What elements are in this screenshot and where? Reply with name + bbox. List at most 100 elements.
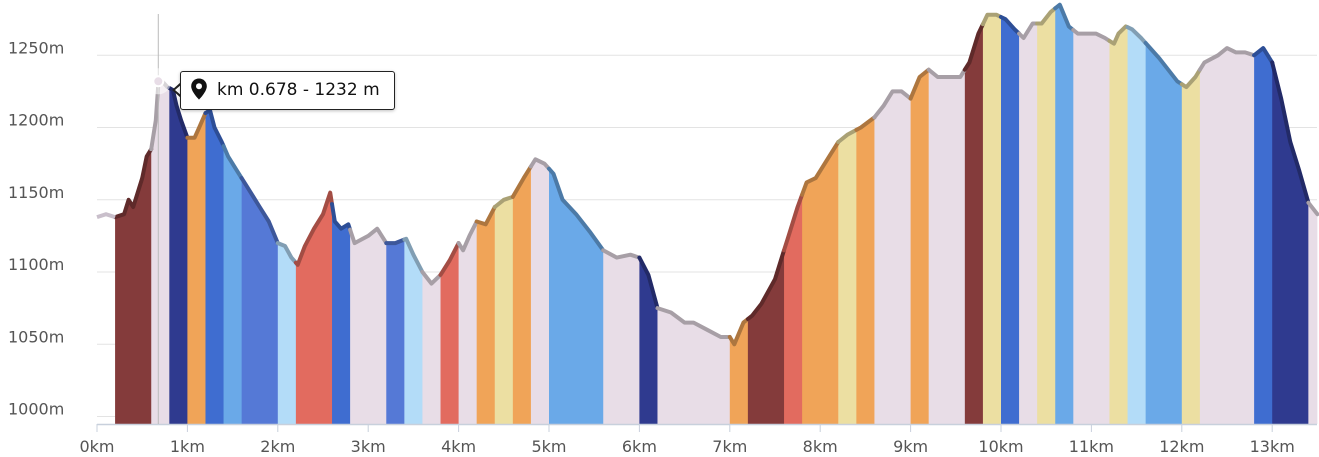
gradient-band [1254, 4, 1273, 424]
x-tick-label: 0km [79, 437, 114, 456]
tooltip-text: km 0.678 - 1232 m [217, 80, 380, 100]
elevation-line-segment [293, 190, 334, 267]
elevation-line-segment [872, 89, 913, 120]
elevation-line-segment [185, 111, 208, 140]
elevation-line-segment [456, 219, 479, 253]
y-tick-label: 1100m [8, 255, 64, 274]
gradient-band [856, 4, 876, 424]
gradient-band [530, 4, 550, 424]
gradient-band [1109, 4, 1129, 424]
gradient-band [874, 4, 912, 424]
gradient-band [1308, 4, 1318, 424]
elevation-line-segment [547, 166, 606, 253]
gradient-band [187, 4, 207, 424]
elevation-line-segment [601, 248, 642, 260]
elevation-line-segment [854, 115, 877, 132]
x-tick-label: 12km [1159, 437, 1204, 456]
map-pin-icon [191, 78, 207, 100]
gradient-band [603, 4, 640, 424]
y-axis-labels: 1000m 1050m 1100m 1150m 1200m 1250m [8, 38, 64, 418]
gradient-band [115, 4, 152, 424]
x-tick-label: 9km [893, 437, 928, 456]
elevation-line-segment [1071, 28, 1112, 43]
x-tick-label: 1km [170, 437, 205, 456]
x-tick-label: 2km [260, 437, 295, 456]
hover-cursor [145, 14, 172, 424]
elevation-line-segment [1125, 25, 1148, 45]
gradient-band [422, 4, 442, 424]
elevation-line-segment [1252, 46, 1275, 65]
elevation-line-segment [908, 67, 931, 101]
x-tick-label: 5km [531, 437, 566, 456]
elevation-line-segment [962, 22, 985, 72]
x-axis-labels: 0km 1km 2km 3km 4km 5km 6km 7km 8km 9km 10km 11km 12… [79, 437, 1294, 456]
x-tick-label: 11km [1069, 437, 1114, 456]
elevation-line-segment [800, 140, 841, 197]
gradient-band [784, 4, 803, 424]
elevation-line-segment [1270, 60, 1311, 205]
elevation-line-segment [727, 317, 750, 347]
gradient-band [838, 4, 857, 424]
elevation-line-segment [999, 15, 1022, 36]
elevation-line-segment [348, 226, 389, 246]
elevation-line-segment [438, 241, 461, 277]
gradient-band [295, 4, 333, 424]
gradient-band [928, 4, 966, 424]
elevation-line-segment [96, 212, 116, 220]
gradient-band [1199, 4, 1255, 424]
elevation-line-segment [239, 176, 280, 246]
gradient-band [729, 4, 749, 424]
x-tick-label: 6km [622, 437, 657, 456]
elevation-line-segment [836, 127, 859, 144]
gradient-band [169, 4, 188, 424]
gradient-band [151, 4, 170, 424]
gradient-bands [115, 4, 1318, 424]
gradient-band [223, 4, 243, 424]
x-tick-label: 10km [978, 437, 1023, 456]
gradient-band [1073, 4, 1111, 424]
gradient-band [350, 4, 387, 424]
elevation-line-segment [492, 194, 515, 209]
gradient-band [494, 4, 514, 424]
x-axis [96, 423, 1317, 432]
x-tick-label: 4km [441, 437, 476, 456]
x-tick-label: 8km [803, 437, 838, 456]
gradient-band [1181, 4, 1201, 424]
gradient-band [1127, 4, 1147, 424]
elevation-line-segment [167, 86, 190, 140]
gradient-band [747, 4, 785, 424]
gradient-band [964, 4, 984, 424]
x-tick-label: 13km [1250, 437, 1295, 456]
gradient-band [1001, 4, 1020, 424]
gradient-band [241, 4, 279, 424]
gradient-band [458, 4, 478, 424]
gradient-band [404, 4, 424, 424]
elevation-line-segment [402, 236, 425, 274]
y-tick-label: 1150m [8, 183, 64, 202]
elevation-line-segment [1035, 6, 1058, 26]
y-tick-label: 1000m [8, 400, 64, 419]
elevation-line-segment [745, 248, 786, 321]
gradient-band [205, 4, 225, 424]
gradient-band [1055, 4, 1074, 424]
y-tick-label: 1250m [8, 38, 64, 57]
gradient-band [1272, 4, 1309, 424]
elevation-line-segment [655, 306, 732, 339]
y-tick-label: 1050m [8, 327, 64, 346]
elevation-line-segment [384, 237, 407, 246]
elevation-line-segment [782, 192, 805, 253]
x-tick-label: 3km [351, 437, 386, 456]
gradient-band [657, 4, 731, 424]
gradient-band [386, 4, 405, 424]
elevation-line-segment [113, 147, 154, 220]
elevation-line-segment [1179, 67, 1202, 90]
x-tick-label: 7km [712, 437, 747, 456]
elevation-line-segment [1197, 46, 1257, 72]
gradient-band [639, 4, 659, 424]
elevation-line-segment [203, 108, 226, 149]
elevation-outline [96, 2, 1319, 347]
tooltip-arrow-inner [175, 84, 182, 96]
cursor-marker [152, 75, 165, 88]
gradient-band [802, 4, 839, 424]
elevation-line-segment [474, 205, 497, 227]
